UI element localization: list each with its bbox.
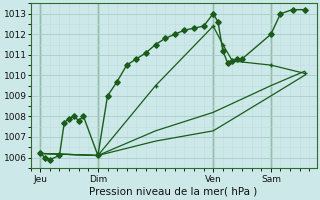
- X-axis label: Pression niveau de la mer( hPa ): Pression niveau de la mer( hPa ): [90, 187, 258, 197]
